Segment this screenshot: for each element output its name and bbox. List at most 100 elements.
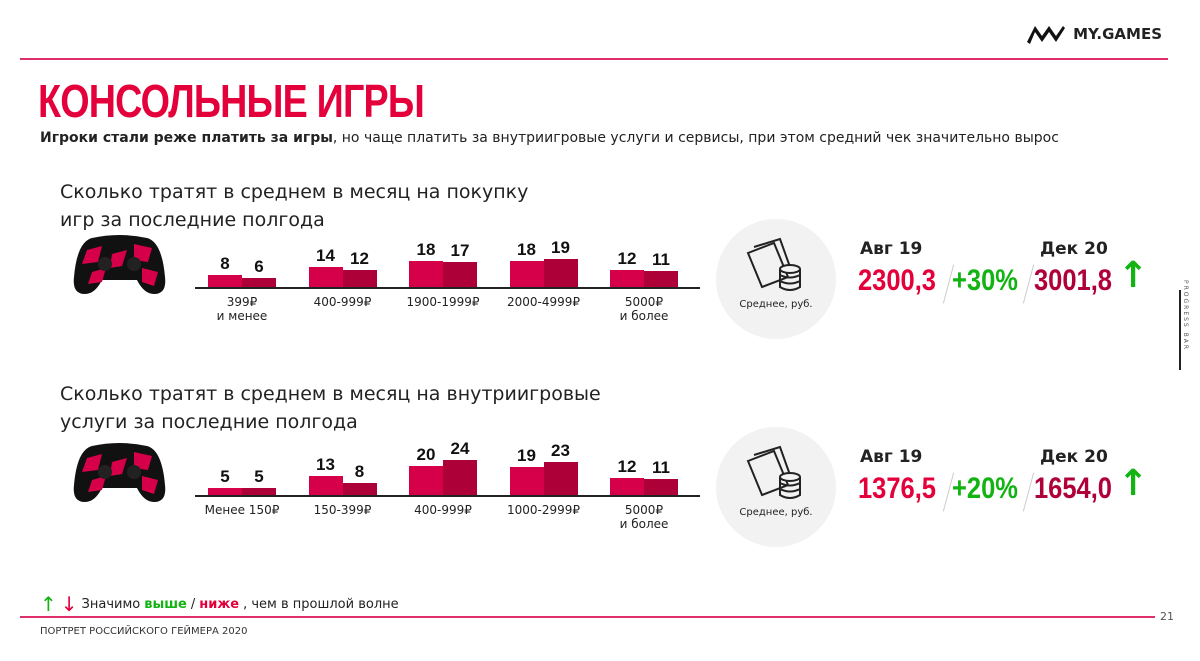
money-coins-icon	[746, 237, 801, 291]
category-label: 1000-2999₽	[494, 503, 594, 517]
bar-value-label: 12	[617, 248, 637, 268]
top-divider	[20, 58, 1168, 60]
bar-chart: 8 6 399₽ и менее 14 12 400-999₽ 18 17 1900-1999₽ 1…	[195, 187, 700, 323]
mygames-logo-icon	[1027, 26, 1066, 44]
category-line: 400-999₽	[414, 503, 472, 517]
category-line: 400-999₽	[313, 295, 372, 309]
progress-bar	[1179, 290, 1181, 370]
bar-dec20	[242, 487, 276, 495]
legend-lower: ниже	[199, 596, 240, 612]
legend-sep: /	[190, 596, 196, 612]
page-number: 21	[1160, 610, 1174, 623]
bar-dec20	[644, 271, 678, 287]
bar-dec20	[342, 269, 377, 287]
category-line: 5000₽	[624, 503, 664, 517]
bar-aug19	[610, 477, 644, 495]
category-line: 399₽	[226, 295, 258, 309]
bar-value-label: 12	[350, 248, 369, 268]
category-line: 150-399₽	[313, 503, 372, 517]
period-dec20: Дек 20	[1040, 239, 1108, 259]
bar-dec20	[543, 461, 578, 495]
bar-aug19	[208, 275, 242, 287]
bar-dec20	[342, 483, 377, 495]
bar-dec20	[644, 479, 678, 495]
bar-value-label: 17	[450, 241, 470, 261]
bar-value-label: 20	[416, 445, 436, 464]
bar-dec20	[443, 262, 477, 287]
question-line: Сколько тратят в среднем в месяц на внут…	[60, 383, 601, 405]
category-line: 2000-4999₽	[506, 295, 581, 309]
question-title: Сколько тратят в среднем в месяц на поку…	[60, 178, 528, 234]
bar-aug19	[610, 269, 644, 287]
category-line: и более	[619, 309, 669, 323]
question-line: Сколько тратят в среднем в месяц на поку…	[60, 181, 529, 203]
bar-aug19	[308, 266, 343, 287]
bar-value-label: 23	[551, 440, 570, 460]
bar-value-label: 8	[220, 254, 230, 274]
category-label: 399₽ и менее	[192, 295, 292, 323]
gamepad-icon	[73, 235, 166, 294]
category-label: 5000₽ и более	[594, 503, 694, 531]
period-aug19: Авг 19	[860, 447, 923, 467]
avg-change: +30%	[952, 264, 1018, 297]
question-line: игр за последние полгода	[60, 209, 325, 231]
money-coins-icon	[746, 445, 801, 499]
bar-dec20	[443, 460, 477, 495]
arrow-up-icon: ↑	[40, 592, 57, 616]
bar-value-label: 18	[416, 239, 436, 259]
page-subtitle: Игроки стали реже платить за игры, но ча…	[40, 130, 1059, 146]
bar-chart: 5 5 Менее 150₽ 13 8 150-399₽ 20 24 400-999₽ 19 23 1…	[192, 395, 700, 531]
divider	[1022, 472, 1035, 512]
category-line: 1900-1999₽	[406, 295, 480, 309]
category-label: Менее 150₽	[192, 503, 292, 517]
arrow-down-icon: ↓	[60, 592, 78, 616]
bar-dec20	[543, 259, 578, 287]
progress-bar-label: PROGRESS BAR	[1182, 280, 1189, 352]
bar-value-label: 24	[450, 439, 470, 459]
brand-logo: MY.GAMES	[1025, 22, 1162, 46]
bottom-divider	[20, 616, 1155, 618]
bar-aug19	[509, 260, 544, 287]
average-icon-circle: Среднее, руб.	[716, 219, 836, 339]
category-label: 150-399₽	[293, 503, 393, 517]
average-label: Среднее, руб.	[739, 507, 813, 518]
bar-value-label: 8	[354, 462, 365, 482]
question-title: Сколько тратят в среднем в месяц на внут…	[60, 380, 601, 436]
bar-value-label: 18	[517, 239, 536, 259]
avg-value-dec20: 3001,8	[1034, 264, 1113, 297]
bar-aug19	[208, 487, 242, 495]
period-aug19: Авг 19	[860, 239, 923, 259]
chart-axis	[195, 495, 700, 497]
legend: ↑ ↓ Значимо выше / ниже , чем в прошлой во…	[40, 592, 399, 616]
category-line: 5000₽	[624, 295, 664, 309]
bar-value-label: 11	[652, 458, 670, 478]
bar-value-label: 13	[316, 455, 335, 475]
category-label: 2000-4999₽	[494, 295, 594, 309]
bar-value-label: 5	[254, 466, 264, 486]
subtitle-bold: Игроки стали реже платить за игры	[40, 130, 333, 146]
bar-value-label: 12	[617, 456, 637, 476]
category-line: и менее	[216, 309, 268, 323]
bar-aug19	[308, 476, 343, 495]
bar-value-label: 6	[254, 257, 264, 277]
average-icon-circle: Среднее, руб.	[716, 427, 836, 547]
category-line: Менее 150₽	[204, 503, 280, 517]
period-dec20: Дек 20	[1040, 447, 1108, 467]
chart-axis	[195, 287, 700, 289]
divider	[1022, 264, 1035, 304]
bar-value-label: 5	[220, 466, 230, 486]
category-label: 5000₽ и более	[594, 295, 694, 323]
avg-value-aug19: 2300,3	[858, 264, 937, 297]
category-label: 400-999₽	[393, 503, 493, 517]
category-label: 400-999₽	[293, 295, 393, 309]
legend-higher: выше	[144, 596, 187, 612]
legend-text-end: , чем в прошлой волне	[243, 596, 399, 612]
subtitle-rest: , но чаще платить за внутриигровые услуг…	[332, 130, 1059, 146]
page-title: Консольные игры	[38, 75, 425, 127]
bar-value-label: 11	[652, 250, 670, 270]
average-label: Среднее, руб.	[739, 299, 813, 310]
bar-aug19	[409, 466, 443, 495]
avg-value-dec20: 1654,0	[1034, 472, 1113, 505]
arrow-up-icon: ↑	[1118, 463, 1149, 504]
arrow-up-icon: ↑	[1118, 255, 1149, 296]
